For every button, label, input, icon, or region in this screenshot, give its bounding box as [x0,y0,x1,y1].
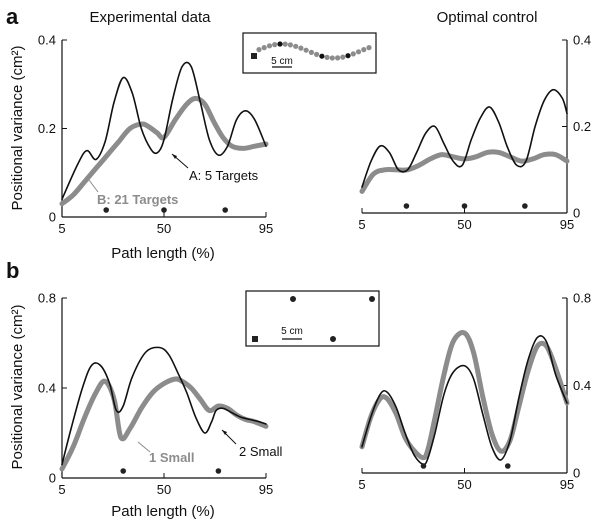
path-dot [266,43,273,49]
annotation-b-2small: 2 Small [239,444,282,459]
series-line-a-5-targets [361,88,568,188]
x-tick-label: 95 [560,217,574,232]
x-tick-label: 95 [259,482,273,497]
target-dot [290,296,296,302]
scale-bar-label-b: 5 cm [281,326,303,337]
path-dot [303,47,309,53]
annotation-arrow [88,179,99,193]
y-tick-label: 0 [573,206,580,221]
start-square-icon [251,53,257,59]
y-tick-label: 0.4 [573,33,591,48]
annotation-b-1small: 1 Small [149,450,195,465]
xlabel-a: Path length (%) [111,245,214,262]
chart-b-experimental: 5 50 95 0 0.4 0.8 [38,291,273,498]
annotations: A: 5 Targets B: 21 Targets 2 Small 1 Sma… [88,153,282,465]
target-marker [215,468,222,474]
x-tick-label: 5 [358,217,365,232]
chart-b-optimal: 5 50 950 0.4 0.8 [358,291,591,493]
ylabel-b: Positional variance (cm²) [9,304,26,469]
target-marker [222,207,228,213]
target-marker [522,203,528,209]
path-dot [335,55,341,61]
path-dot [366,45,372,51]
x-tick-label: 95 [259,221,273,236]
inset-a-path [256,41,372,61]
target-marker [120,468,126,474]
target-dot [330,336,336,342]
start-square-icon [252,336,258,342]
path-dot [261,45,267,51]
y-tick-label: 0 [49,471,56,486]
target-dot [369,296,375,302]
x-tick-label: 95 [560,477,574,492]
series-line-1-small [359,330,570,461]
inset-b-frame [245,290,380,347]
series-line-b-21-targets [59,95,269,207]
x-tick-label: 50 [157,482,171,497]
y-tick-label: 0.4 [573,378,591,393]
annotation-a-21targets: B: 21 Targets [97,192,178,207]
path-dot [272,42,278,48]
y-tick-label: 0.4 [38,33,56,48]
target-marker [103,207,109,213]
target-marker [161,207,167,213]
ylabel-a: Positional variance (cm²) [9,45,26,210]
col-right-title: Optimal control [437,9,538,26]
x-tick-label: 50 [457,477,471,492]
y-tick-label: 0.8 [38,291,56,306]
path-dot [308,49,314,56]
series-line-a-5-targets [61,61,267,201]
path-dot [298,45,304,51]
chart-a-experimental: 5 50 95 0 0.2 0.4 [38,33,273,237]
y-tick-label: 0.8 [573,291,591,306]
path-dot [329,55,335,61]
path-dot [282,41,288,47]
path-dot [287,42,293,48]
x-tick-label: 5 [58,482,65,497]
annotation-arrow [137,441,151,453]
target-marker [420,463,427,469]
x-tick-label: 50 [457,217,471,232]
x-tick-label: 5 [58,221,65,236]
path-dot [324,54,330,61]
path-dot [340,54,346,60]
target-marker [403,203,410,209]
y-tick-label: 0 [573,466,580,481]
path-dot [314,51,320,58]
x-tick-label: 50 [157,221,171,236]
series-line-2-small [361,335,568,466]
y-tick-label: 0.2 [38,121,56,136]
path-dot [361,47,367,53]
annotation-a-5targets: A: 5 Targets [189,168,259,183]
panel-b-label: b [6,258,19,283]
xlabel-b: Path length (%) [111,503,214,520]
y-tick-label: 0.4 [38,381,56,396]
chart-a-optimal: 5 50 950 0.2 0.4 [358,33,591,233]
target-marker [461,203,468,209]
target-marker [504,463,511,469]
panel-a-label: a [6,4,19,29]
y-tick-label: 0 [49,210,56,225]
series-line-1-small [59,376,269,472]
arrowhead-icon [172,154,177,159]
target-dot [319,53,325,59]
col-left-title: Experimental data [90,9,212,26]
path-dot [256,47,262,53]
path-dot [350,51,356,57]
scale-bar-label-a: 5 cm [271,56,293,67]
y-tick-label: 0.2 [573,119,591,134]
target-dot [277,41,283,47]
series-line-2-small [61,346,267,466]
arrowhead-icon [222,430,227,435]
inset-b: 5 cm [245,290,380,347]
target-dot [345,53,351,59]
path-dot [355,49,362,55]
path-dot [293,43,299,49]
inset-a: 5 cm [242,32,377,74]
x-tick-label: 5 [358,477,365,492]
